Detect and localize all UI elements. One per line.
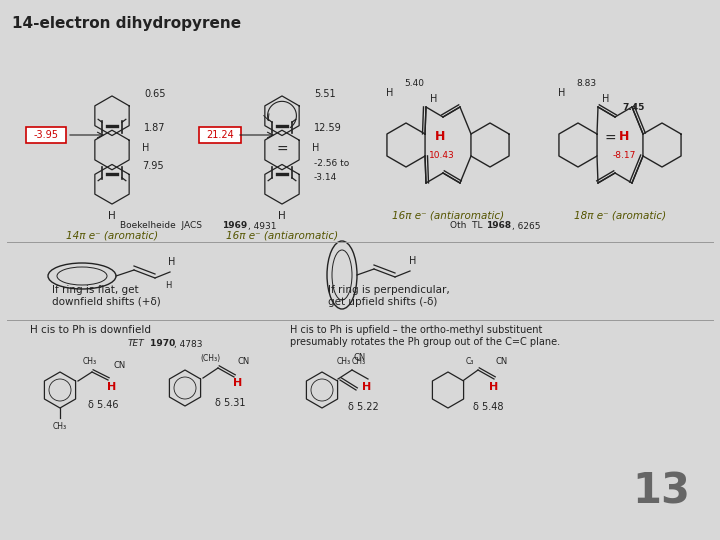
Text: δ 5.31: δ 5.31 <box>215 398 246 408</box>
Text: H: H <box>431 94 438 104</box>
FancyBboxPatch shape <box>26 127 66 143</box>
Text: 7.45: 7.45 <box>622 103 644 111</box>
Text: =: = <box>276 143 288 157</box>
Text: H: H <box>435 131 445 144</box>
Text: 1968: 1968 <box>486 221 511 231</box>
Text: TET: TET <box>128 340 145 348</box>
Text: , 6265: , 6265 <box>512 221 541 231</box>
Text: 14-electron dihydropyrene: 14-electron dihydropyrene <box>12 16 241 31</box>
Text: CH₃: CH₃ <box>337 357 351 367</box>
Text: H cis to Ph is upfield – the ortho-methyl substituent: H cis to Ph is upfield – the ortho-methy… <box>290 325 542 335</box>
Text: 16π e⁻ (antiaromatic): 16π e⁻ (antiaromatic) <box>392 210 504 220</box>
Text: H: H <box>409 256 417 266</box>
Text: 1969: 1969 <box>222 221 247 231</box>
Text: 21.24: 21.24 <box>206 130 234 140</box>
Text: CH₃: CH₃ <box>352 357 366 367</box>
Text: H: H <box>168 257 176 267</box>
Text: If ring is flat, get: If ring is flat, get <box>52 285 139 295</box>
Text: get upfield shifts (-δ): get upfield shifts (-δ) <box>328 297 437 307</box>
Text: 8.83: 8.83 <box>576 78 596 87</box>
Text: 10.43: 10.43 <box>429 151 455 159</box>
Text: -3.14: -3.14 <box>314 173 337 183</box>
Text: CH₃: CH₃ <box>53 422 67 431</box>
Text: H: H <box>603 94 610 104</box>
Text: 14π e⁻ (aromatic): 14π e⁻ (aromatic) <box>66 230 158 240</box>
Text: =: = <box>604 132 616 146</box>
Text: 1.87: 1.87 <box>144 123 166 133</box>
Text: 5.40: 5.40 <box>404 78 424 87</box>
Text: 5.51: 5.51 <box>314 89 336 99</box>
Text: (CH₃): (CH₃) <box>200 354 220 362</box>
Text: CN: CN <box>354 354 366 362</box>
Text: H: H <box>312 143 320 153</box>
Text: H: H <box>278 211 286 221</box>
Text: H: H <box>233 378 243 388</box>
Text: H: H <box>558 88 566 98</box>
Text: H: H <box>362 382 372 392</box>
Text: CN: CN <box>114 361 126 369</box>
Text: 12.59: 12.59 <box>314 123 342 133</box>
Text: H: H <box>108 211 116 221</box>
Text: 1970: 1970 <box>147 340 175 348</box>
Text: H: H <box>618 131 629 144</box>
Text: H: H <box>107 382 117 392</box>
Text: H: H <box>490 382 499 392</box>
Text: Oth  TL: Oth TL <box>450 221 485 231</box>
Text: C₃: C₃ <box>466 356 474 366</box>
Text: CH₃: CH₃ <box>83 357 97 367</box>
Text: -3.95: -3.95 <box>34 130 58 140</box>
Text: CN: CN <box>496 357 508 367</box>
Text: 18π e⁻ (aromatic): 18π e⁻ (aromatic) <box>574 210 666 220</box>
Text: 16π e⁻ (antiaromatic): 16π e⁻ (antiaromatic) <box>226 230 338 240</box>
Text: 0.65: 0.65 <box>144 89 166 99</box>
Text: -2.56 to: -2.56 to <box>314 159 349 168</box>
Text: H: H <box>387 88 394 98</box>
Text: If ring is perpendicular,: If ring is perpendicular, <box>328 285 450 295</box>
Text: H: H <box>142 143 149 153</box>
Text: 7.95: 7.95 <box>142 161 163 171</box>
FancyBboxPatch shape <box>199 127 241 143</box>
Text: δ 5.48: δ 5.48 <box>473 402 503 412</box>
Text: downfield shifts (+δ): downfield shifts (+δ) <box>52 297 161 307</box>
Text: CN: CN <box>238 357 251 367</box>
Text: H cis to Ph is downfield: H cis to Ph is downfield <box>30 325 151 335</box>
Text: , 4783: , 4783 <box>174 340 202 348</box>
Text: 13: 13 <box>632 470 690 512</box>
Text: presumably rotates the Ph group out of the C=C plane.: presumably rotates the Ph group out of t… <box>290 337 560 347</box>
Text: δ 5.46: δ 5.46 <box>88 400 119 410</box>
Text: , 4931: , 4931 <box>248 221 276 231</box>
Text: -8.17: -8.17 <box>612 151 636 159</box>
Text: Boekelheide  JACS: Boekelheide JACS <box>120 221 205 231</box>
Text: H: H <box>165 280 171 289</box>
Text: δ 5.22: δ 5.22 <box>348 402 379 412</box>
